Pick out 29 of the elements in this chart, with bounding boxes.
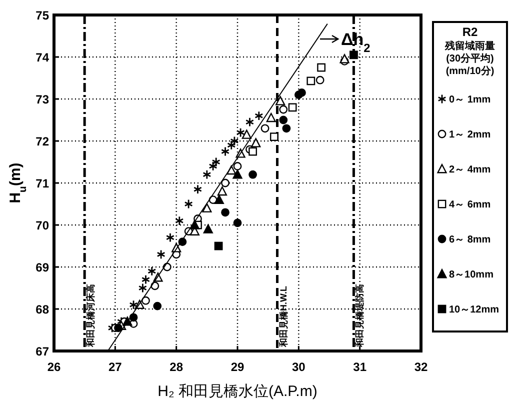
y-tick-label: 71: [36, 176, 50, 190]
legend-label: 2～ 4mm: [449, 164, 491, 176]
x-tick-label: 30: [292, 360, 306, 374]
y-tick-label: 72: [36, 134, 50, 148]
annotation: Δh$_{2}$: [319, 30, 370, 55]
ref-line-label: 和田見橋河床高: [86, 284, 96, 348]
legend-label: 8～10mm: [449, 270, 494, 280]
y-tick-label: 67: [36, 344, 50, 358]
legend-label: 6～ 8mm: [449, 234, 491, 246]
y-tick-label: 69: [36, 260, 50, 274]
x-tick-label: 32: [414, 360, 428, 374]
x-tick-label: 28: [170, 360, 184, 374]
ref-line-label: 和田見橋H.W.L: [278, 286, 288, 348]
y-tick-label: 75: [36, 8, 50, 22]
legend-label: 1～ 2mm: [449, 130, 491, 140]
y-tick-label: 74: [36, 50, 50, 64]
x-tick-label: 31: [353, 360, 367, 374]
legend-label: 10～12mm: [449, 304, 500, 316]
legend-label: 0～ 1mm: [449, 94, 491, 106]
y-tick-label: 68: [36, 302, 50, 316]
x-tick-label: 26: [47, 360, 61, 374]
xlabel: H₂ 和田見橋水位(A.P.m): [158, 383, 318, 400]
y-tick-label: 70: [36, 218, 50, 232]
x-tick-label: 29: [230, 360, 244, 374]
y-tick-label: 73: [36, 92, 50, 106]
legend-label: 4～ 6mm: [449, 200, 491, 210]
annotation: Δh$_{2}$: [341, 30, 371, 55]
legend-title: R2 残留域雨量 (30分平均) (mm/10分): [444, 25, 495, 77]
x-tick-label: 27: [108, 360, 122, 374]
